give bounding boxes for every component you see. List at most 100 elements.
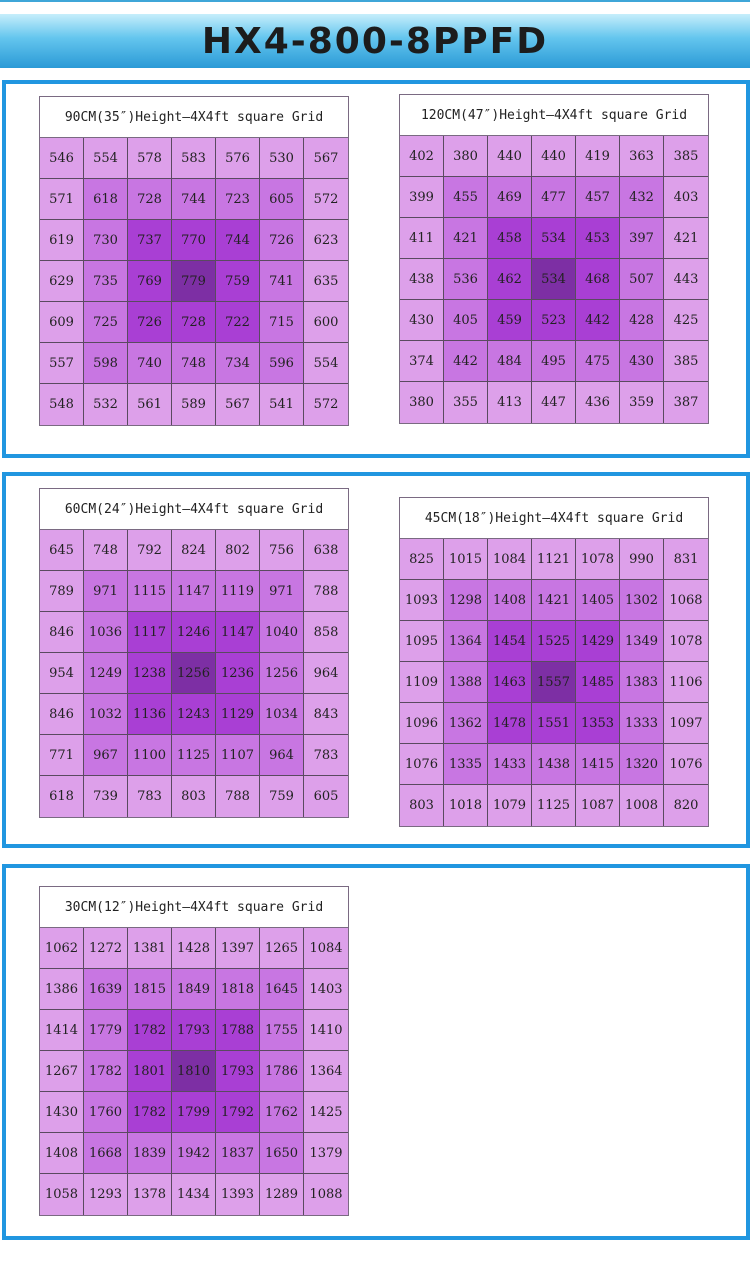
grid-cell: 759: [260, 776, 304, 817]
grid-cell: 554: [304, 343, 348, 384]
grid-cell: 824: [172, 530, 216, 571]
grid-cell: 548: [40, 384, 84, 425]
grid-cell: 1096: [400, 703, 444, 744]
grid-cell: 1076: [400, 744, 444, 785]
grid-cell: 421: [664, 218, 708, 259]
grid-cell: 1236: [216, 653, 260, 694]
grid-cell: 1293: [84, 1174, 128, 1215]
grid-cell: 1136: [128, 694, 172, 735]
grid-cell: 605: [260, 179, 304, 220]
grid-cell: 589: [172, 384, 216, 425]
grid-cell: 507: [620, 259, 664, 300]
grid-cell: 554: [84, 138, 128, 179]
grid-cell: 1117: [128, 612, 172, 653]
grid-cell: 1040: [260, 612, 304, 653]
grid-cell: 846: [40, 694, 84, 735]
grid-cell: 1786: [260, 1051, 304, 1092]
grid-cell: 397: [620, 218, 664, 259]
grid-cells: 546 554 578 583 576 530 567 571 618 728 744 723 605 5…: [40, 138, 348, 425]
grid-cell: 1383: [620, 662, 664, 703]
grid-cell: 1125: [172, 735, 216, 776]
grid-cell: 385: [664, 341, 708, 382]
grid-cells: 645 748 792 824 802 756 638 789 971 1115 1147 1119 9…: [40, 530, 348, 817]
grid-cell: 1076: [664, 744, 708, 785]
grid-cell: 405: [444, 300, 488, 341]
grid-cell: 1084: [488, 539, 532, 580]
grid-cell: 1125: [532, 785, 576, 826]
grid-cell: 475: [576, 341, 620, 382]
grid-cell: 477: [532, 177, 576, 218]
grid-cell: 1408: [488, 580, 532, 621]
grid-cell: 534: [532, 259, 576, 300]
grid-cell: 1788: [216, 1010, 260, 1051]
grid-cell: 1397: [216, 928, 260, 969]
grid-cell: 534: [532, 218, 576, 259]
grid-cell: 1109: [400, 662, 444, 703]
grid-cell: 1079: [488, 785, 532, 826]
grid-cell: 728: [172, 302, 216, 343]
panel-row-1: 90CM(35″)Height—4X4ft square Grid 546 554…: [2, 80, 750, 458]
grid-cell: 1378: [128, 1174, 172, 1215]
grid-cell: 1062: [40, 928, 84, 969]
grid-cell: 1414: [40, 1010, 84, 1051]
grid-cell: 1349: [620, 621, 664, 662]
grid-cell: 598: [84, 343, 128, 384]
grid-cell: 1097: [664, 703, 708, 744]
grid-cell: 1454: [488, 621, 532, 662]
grid-cell: 779: [172, 261, 216, 302]
grid-cell: 363: [620, 136, 664, 177]
grid-cell: 740: [128, 343, 172, 384]
grid-cell: 523: [532, 300, 576, 341]
grid-cell: 635: [304, 261, 348, 302]
grid-cell: 436: [576, 382, 620, 423]
grid-cell: 359: [620, 382, 664, 423]
grid-cell: 1779: [84, 1010, 128, 1051]
grid-cell: 387: [664, 382, 708, 423]
grid-cell: 1333: [620, 703, 664, 744]
grid-cell: 825: [400, 539, 444, 580]
grid-cell: 1256: [260, 653, 304, 694]
grid-cell: 715: [260, 302, 304, 343]
grid-cell: 831: [664, 539, 708, 580]
grid-cell: 1121: [532, 539, 576, 580]
grid-cell: 1434: [172, 1174, 216, 1215]
grid-cell: 1381: [128, 928, 172, 969]
grid-cell: 1246: [172, 612, 216, 653]
grid-cell: 1782: [128, 1092, 172, 1133]
grid-cell: 459: [488, 300, 532, 341]
grid-cell: 728: [128, 179, 172, 220]
grid-cell: 971: [84, 571, 128, 612]
top-rule: [0, 0, 750, 2]
grid-cell: 737: [128, 220, 172, 261]
grid-cell: 723: [216, 179, 260, 220]
grid-cell: 1837: [216, 1133, 260, 1174]
grid-cell: 1792: [216, 1092, 260, 1133]
grid-cell: 1147: [216, 612, 260, 653]
grid-cell: 1429: [576, 621, 620, 662]
grid-cell: 458: [488, 218, 532, 259]
panel-row-2: 60CM(24″)Height—4X4ft square Grid 645 748…: [2, 472, 750, 848]
grid-cell: 1478: [488, 703, 532, 744]
grid-cell: 1393: [216, 1174, 260, 1215]
grid-cell: 1793: [172, 1010, 216, 1051]
grid-cell: 722: [216, 302, 260, 343]
grid-cell: 744: [216, 220, 260, 261]
grid-cell: 1018: [444, 785, 488, 826]
grid-cell: 380: [400, 382, 444, 423]
grid-cell: 462: [488, 259, 532, 300]
grid-cell: 1320: [620, 744, 664, 785]
grid-cell: 541: [260, 384, 304, 425]
grid-cell: 578: [128, 138, 172, 179]
grid-cell: 1238: [128, 653, 172, 694]
grid-cell: 1421: [532, 580, 576, 621]
grid-cell: 1815: [128, 969, 172, 1010]
grid-cell: 1087: [576, 785, 620, 826]
grid-cell: 440: [532, 136, 576, 177]
grid-cell: 380: [444, 136, 488, 177]
grid-cell: 645: [40, 530, 84, 571]
grid-cell: 1379: [304, 1133, 348, 1174]
grid-cell: 1463: [488, 662, 532, 703]
grid-cell: 430: [400, 300, 444, 341]
grid-cell: 783: [304, 735, 348, 776]
grid-cell: 1762: [260, 1092, 304, 1133]
